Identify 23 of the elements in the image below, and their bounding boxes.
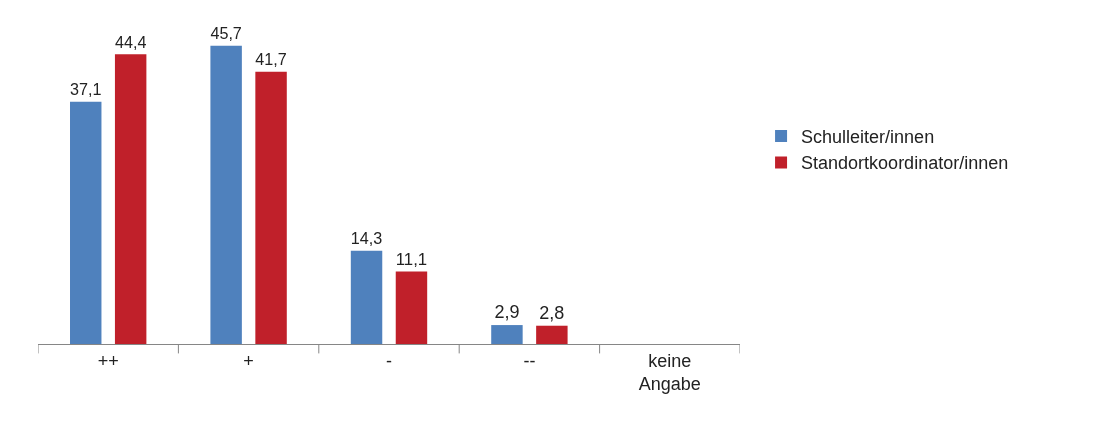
bar bbox=[350, 250, 383, 344]
x-tick-label: keine Angabe bbox=[638, 350, 701, 394]
legend-label: Standortkoordinator/innen bbox=[801, 153, 1009, 174]
data-label: 37,1 bbox=[70, 80, 102, 99]
data-label: 11,1 bbox=[395, 249, 428, 269]
data-label: 41,7 bbox=[255, 50, 287, 69]
data-label: 2,8 bbox=[539, 302, 565, 323]
data-label: 2,9 bbox=[494, 302, 520, 323]
bar bbox=[70, 101, 102, 344]
bar bbox=[395, 271, 428, 344]
legend-label: Schulleiter/innen bbox=[801, 127, 935, 148]
data-label: 14,3 bbox=[350, 229, 383, 248]
x-tick-label: ++ bbox=[97, 350, 119, 371]
bar bbox=[536, 325, 568, 344]
bar bbox=[210, 45, 242, 344]
x-tick-label: + bbox=[243, 350, 254, 371]
bar bbox=[491, 325, 523, 344]
bar bbox=[114, 54, 147, 344]
data-label: 44,4 bbox=[114, 32, 147, 51]
bar bbox=[255, 71, 287, 344]
data-label: 45,7 bbox=[210, 24, 242, 43]
x-tick-label: -- bbox=[523, 350, 536, 371]
x-tick-label: - bbox=[386, 350, 392, 371]
